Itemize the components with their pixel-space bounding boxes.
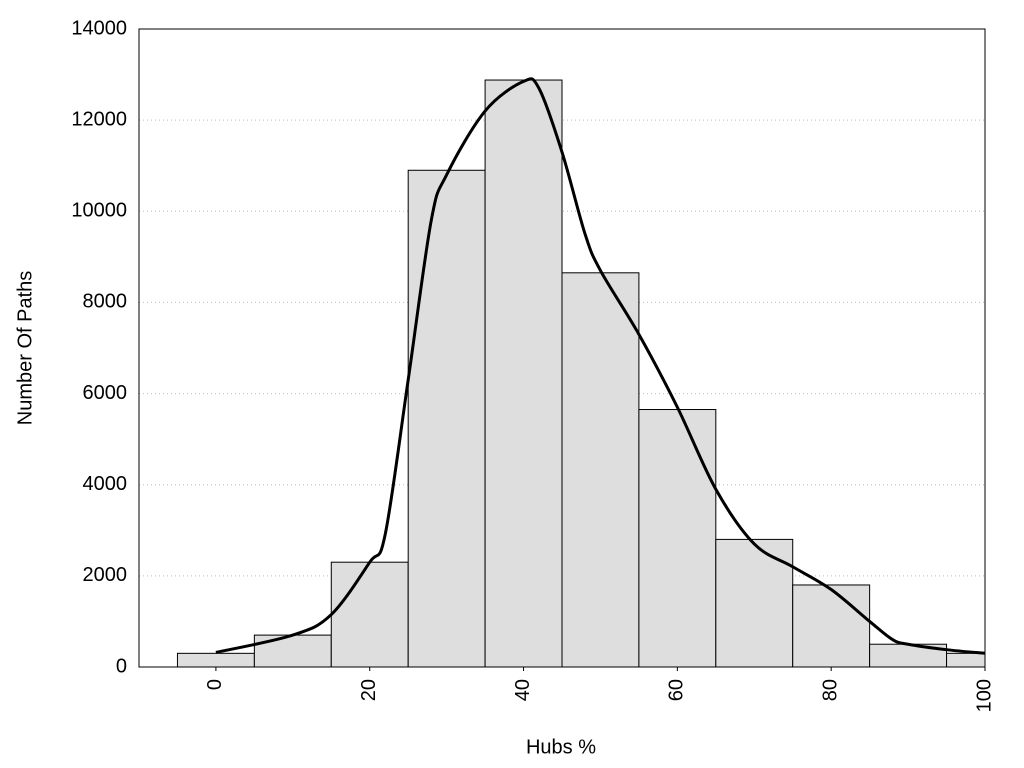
y-tick-label: 10000 bbox=[71, 200, 127, 222]
y-tick-label: 6000 bbox=[83, 382, 128, 404]
y-tick-label: 4000 bbox=[83, 473, 128, 495]
y-tick-label: 8000 bbox=[83, 291, 128, 313]
bar bbox=[253, 634, 332, 668]
bar bbox=[715, 538, 794, 668]
x-tick-label: 40 bbox=[512, 679, 534, 701]
x-tick-label: 80 bbox=[819, 679, 841, 701]
y-tick-label: 12000 bbox=[71, 108, 127, 130]
bar bbox=[484, 79, 563, 668]
x-tick-label: 100 bbox=[973, 679, 995, 712]
plot-frame bbox=[138, 28, 986, 668]
bar bbox=[638, 409, 717, 668]
y-tick-label: 2000 bbox=[83, 564, 128, 586]
x-axis-label: Hubs % bbox=[526, 736, 596, 758]
bar bbox=[946, 652, 986, 668]
bar bbox=[792, 584, 871, 668]
x-tick-label: 20 bbox=[358, 679, 380, 701]
x-tick-label: 0 bbox=[204, 679, 226, 690]
x-tick-label: 60 bbox=[666, 679, 688, 701]
y-tick-label: 14000 bbox=[71, 17, 127, 39]
density-curve bbox=[215, 77, 986, 655]
bar bbox=[176, 652, 255, 668]
bar bbox=[330, 561, 409, 668]
y-axis-label: Number Of Paths bbox=[14, 271, 36, 426]
bar bbox=[561, 272, 640, 668]
bar bbox=[407, 169, 486, 668]
y-tick-label: 0 bbox=[116, 655, 127, 677]
